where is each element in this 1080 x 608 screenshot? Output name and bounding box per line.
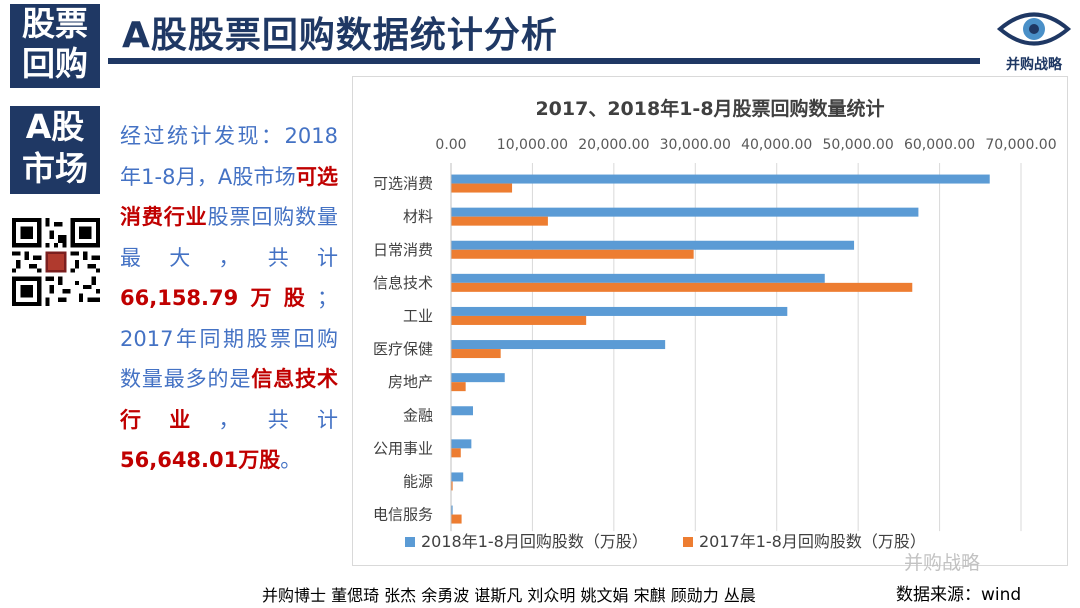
bar-2018 (451, 240, 855, 250)
category-label: 材料 (403, 208, 433, 226)
bar-2017 (451, 216, 548, 226)
summary-highlight: 可选消费行业 (120, 164, 339, 230)
summary-segment: ；2017年同期股票回购数量最多的是 (120, 286, 338, 391)
category-label: 日常消费 (373, 241, 433, 259)
category-label: 公用事业 (373, 439, 433, 457)
section-tag-line: A股 (25, 107, 85, 146)
bar-2018 (451, 174, 990, 184)
bar-2018 (451, 505, 453, 515)
category-label: 医疗保健 (373, 340, 433, 358)
title-divider (108, 58, 980, 64)
category-label: 金融 (403, 406, 433, 424)
section-tag-a-share-market: A股 市场 (10, 106, 100, 194)
bar-2018 (451, 472, 464, 482)
chart-title: 2017、2018年1-8月股票回购数量统计 (535, 97, 884, 120)
brand-logo-text: 并购战略 (1006, 57, 1062, 73)
bar-2017 (451, 481, 453, 491)
bar-2017 (451, 448, 461, 458)
summary-number: 66,158.79万股 (120, 286, 317, 310)
page-title: A股股票回购数据统计分析 (122, 15, 558, 56)
bar-2017 (451, 382, 466, 392)
x-tick-label: 0.00 (435, 137, 466, 153)
x-tick-label: 50,000.00 (823, 137, 894, 153)
summary-highlight: 信息技术行业 (120, 367, 339, 432)
section-tag-stock-buyback: 股票 回购 (10, 4, 100, 88)
section-tag-line: 回购 (22, 44, 88, 83)
brand-logo: 并购战略 (994, 6, 1074, 73)
bar-2017 (451, 249, 694, 259)
category-label: 信息技术 (373, 274, 433, 292)
category-label: 能源 (403, 472, 433, 490)
qr-code (12, 218, 100, 306)
bar-2017 (451, 315, 587, 325)
chart-container: 2017、2018年1-8月股票回购数量统计 0.00 10,000.00 20,00… (352, 76, 1068, 566)
x-tick-label: 40,000.00 (741, 137, 812, 153)
bar-2017 (451, 183, 513, 193)
bar-2017 (451, 282, 913, 292)
bar-2018 (451, 439, 472, 449)
bar-2018 (451, 306, 788, 316)
eye-icon (996, 12, 1072, 46)
summary-text: 经过统计发现：2018年1-8月，A股市场可选消费行业股票回购数量最大，共计 66… (120, 116, 338, 481)
summary-segment: 经过统计发现：2018年1-8月，A股市场 (120, 124, 338, 189)
bar-2018 (451, 373, 505, 383)
category-label: 房地产 (388, 373, 433, 391)
bar-2018 (451, 406, 473, 416)
summary-number: 56,648.01万股 (120, 448, 281, 472)
legend-swatch (683, 537, 693, 547)
category-label: 电信服务 (373, 506, 433, 524)
bar-2018 (451, 273, 825, 283)
bar-2017 (451, 514, 462, 524)
watermark-text: 并购战略 (904, 552, 981, 574)
x-tick-label: 10,000.00 (497, 137, 568, 153)
x-tick-label: 20,000.00 (578, 137, 649, 153)
x-tick-label: 60,000.00 (904, 137, 975, 153)
legend-label: 2017年1-8月回购股数（万股） (699, 532, 926, 551)
category-label: 工业 (403, 307, 433, 325)
summary-segment: 。 (280, 448, 302, 472)
x-tick-label: 70,000.00 (985, 137, 1056, 153)
summary-segment: ，共计 (218, 407, 339, 432)
bar-chart: 2017、2018年1-8月股票回购数量统计 0.00 10,000.00 20,00… (373, 97, 1057, 551)
section-tag-line: 市场 (22, 149, 88, 188)
data-source: 数据来源：wind (896, 585, 1022, 605)
bar-2017 (451, 349, 501, 359)
author-list: 并购博士 董偲琦 张杰 余勇波 谌斯凡 刘众明 姚文娟 宋麒 顾勋力 丛晨 (262, 586, 756, 605)
section-tag-line: 股票 (22, 4, 88, 43)
bar-2018 (451, 207, 919, 217)
legend-swatch (405, 537, 415, 547)
summary-segment: 股票回购数量最大，共计 (120, 205, 339, 270)
x-tick-label: 30,000.00 (660, 137, 731, 153)
category-label: 可选消费 (373, 175, 433, 193)
legend-label: 2018年1-8月回购股数（万股） (421, 532, 648, 551)
bar-2018 (451, 340, 666, 350)
